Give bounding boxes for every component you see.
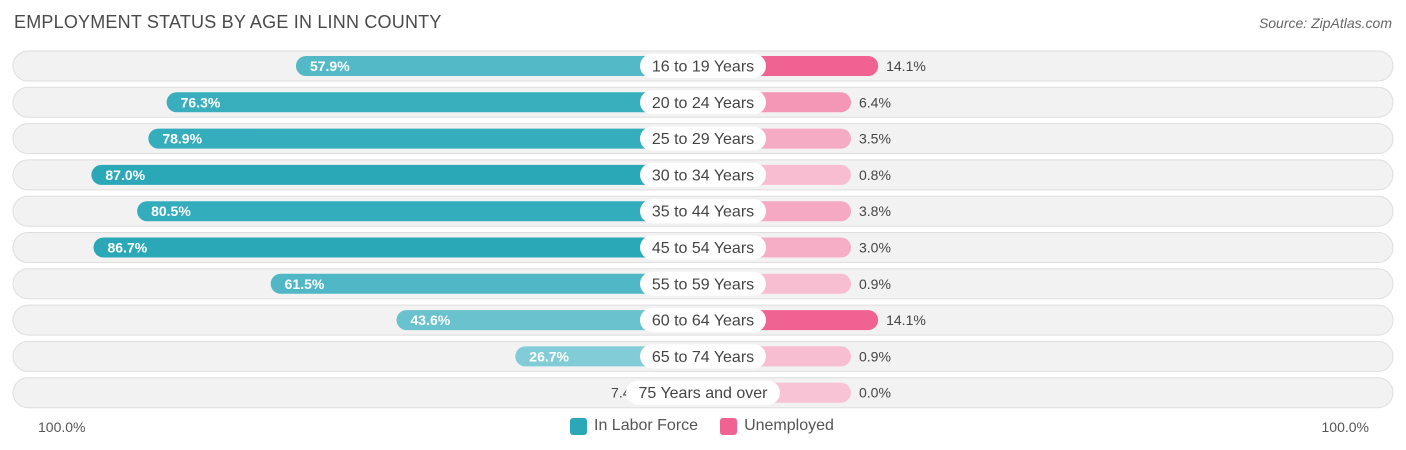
category-pill bbox=[640, 90, 766, 115]
axis-left-label: 100.0% bbox=[38, 419, 86, 435]
unemployed-value-label: 3.5% bbox=[859, 131, 891, 147]
labor-force-bar bbox=[137, 201, 703, 222]
diverging-bar-chart: 57.9% 14.1% 16 to 19 Years 76.3% 6.4% 20 to 2… bbox=[12, 50, 1394, 409]
unemployed-value-label: 3.8% bbox=[859, 203, 891, 219]
category-pill bbox=[640, 54, 766, 78]
unemployed-value-label: 14.1% bbox=[886, 58, 926, 74]
unemployed-value-label: 0.0% bbox=[859, 385, 891, 401]
labor-force-value-label: 80.5% bbox=[151, 203, 191, 219]
category-pill bbox=[640, 271, 766, 296]
legend-swatch-labor-force bbox=[570, 417, 587, 435]
category-pill bbox=[640, 162, 766, 187]
labor-force-bar bbox=[166, 92, 704, 113]
labor-force-bar bbox=[270, 273, 703, 294]
category-label: 25 to 29 Years bbox=[652, 131, 754, 148]
legend-item-labor-force: In Labor Force bbox=[570, 417, 698, 435]
category-label: 75 Years and over bbox=[639, 385, 769, 402]
legend-swatch-unemployed bbox=[720, 417, 738, 435]
unemployed-value-label: 6.4% bbox=[859, 94, 891, 110]
source-note: Source: ZipAtlas.com bbox=[1258, 15, 1392, 31]
unemployed-value-label: 0.8% bbox=[859, 167, 891, 183]
axis-right-label: 100.0% bbox=[1321, 419, 1369, 435]
labor-force-value-label: 57.9% bbox=[310, 58, 350, 74]
legend-item-unemployed: Unemployed bbox=[720, 417, 834, 435]
labor-force-bar bbox=[93, 237, 703, 258]
category-pill bbox=[640, 126, 766, 151]
category-pill bbox=[640, 308, 766, 333]
labor-force-value-label: 43.6% bbox=[410, 312, 450, 328]
category-pill bbox=[640, 344, 766, 369]
category-label: 60 to 64 Years bbox=[652, 313, 754, 330]
category-label: 20 to 24 Years bbox=[652, 95, 754, 112]
labor-force-bar bbox=[148, 128, 703, 149]
category-pill bbox=[626, 380, 780, 405]
category-label: 16 to 19 Years bbox=[652, 59, 754, 76]
category-label: 30 to 34 Years bbox=[652, 167, 754, 184]
labor-force-value-label: 76.3% bbox=[181, 94, 221, 110]
labor-force-value-label: 26.7% bbox=[529, 348, 569, 364]
chart-title: EMPLOYMENT STATUS BY AGE IN LINN COUNTY bbox=[14, 12, 442, 32]
category-label: 35 to 44 Years bbox=[652, 204, 754, 221]
labor-force-bar bbox=[295, 56, 703, 76]
legend: In Labor Force Unemployed bbox=[570, 417, 848, 435]
unemployed-value-label: 0.9% bbox=[859, 348, 891, 364]
labor-force-bar bbox=[396, 310, 703, 331]
category-label: 45 to 54 Years bbox=[652, 240, 754, 257]
category-label: 65 to 74 Years bbox=[652, 349, 754, 366]
legend-label-labor-force: In Labor Force bbox=[594, 417, 699, 434]
category-pill bbox=[640, 199, 766, 224]
legend-label-unemployed: Unemployed bbox=[744, 417, 834, 434]
labor-force-value-label: 61.5% bbox=[285, 276, 325, 292]
labor-force-value-label: 78.9% bbox=[162, 131, 202, 147]
labor-force-value-label: 87.0% bbox=[105, 167, 145, 183]
category-label: 55 to 59 Years bbox=[652, 276, 754, 293]
unemployed-value-label: 14.1% bbox=[886, 312, 926, 328]
unemployed-value-label: 0.9% bbox=[859, 276, 891, 292]
unemployed-value-label: 3.0% bbox=[859, 240, 891, 256]
labor-force-value-label: 86.7% bbox=[107, 240, 147, 256]
labor-force-bar bbox=[91, 164, 703, 185]
category-pill bbox=[640, 235, 766, 260]
